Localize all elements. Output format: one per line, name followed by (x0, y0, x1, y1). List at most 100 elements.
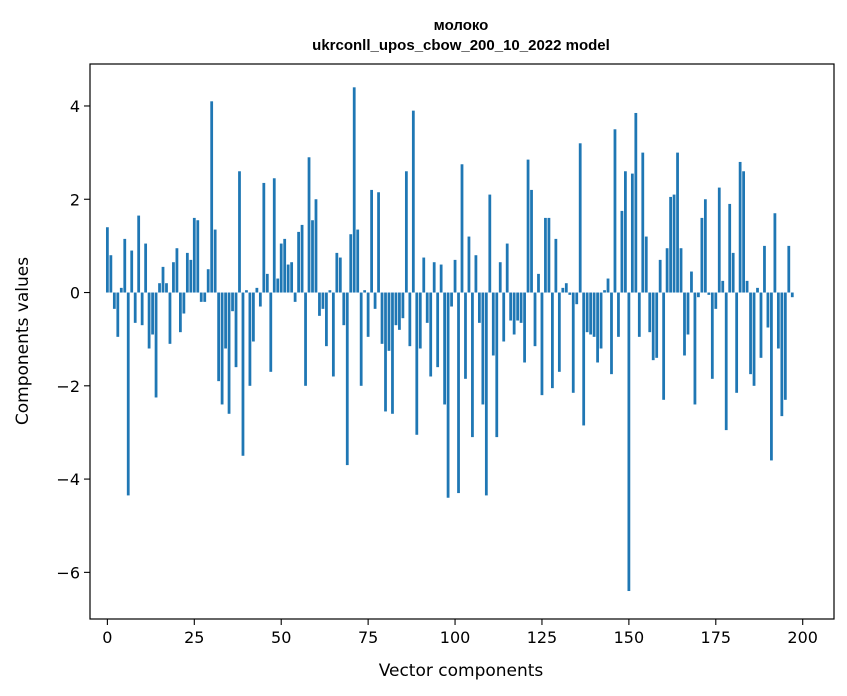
bar-90 (418, 292, 422, 349)
bar-26 (196, 220, 200, 293)
bar-101 (457, 292, 460, 494)
bar-104 (467, 236, 471, 293)
bar-17 (165, 283, 168, 293)
bar-121 (526, 159, 530, 293)
bar-126 (544, 217, 547, 293)
bar-79 (380, 292, 384, 344)
bar-193 (776, 292, 780, 349)
bar-156 (648, 292, 652, 333)
bar-87 (408, 292, 412, 347)
bar-6 (126, 292, 130, 496)
bar-102 (460, 164, 464, 293)
bar-4 (119, 287, 123, 293)
bar-141 (596, 292, 599, 363)
bar-21 (179, 292, 182, 333)
bar-71 (352, 87, 356, 293)
x-tick-label: 0 (102, 628, 112, 647)
bar-149 (624, 171, 627, 293)
bar-66 (335, 252, 339, 293)
chart-subtitle: ukrconll_upos_cbow_200_10_2022 model (312, 37, 610, 54)
bar-76 (370, 189, 373, 293)
bar-144 (606, 278, 610, 293)
bar-5 (123, 238, 127, 293)
bar-147 (617, 292, 620, 337)
bar-105 (471, 292, 474, 438)
x-tick-label: 150 (614, 628, 645, 647)
bar-127 (547, 217, 551, 293)
bar-12 (147, 292, 151, 349)
bar-103 (464, 292, 467, 379)
bar-170 (697, 292, 700, 298)
bar-70 (349, 234, 353, 293)
bar-23 (185, 252, 189, 293)
bar-91 (422, 257, 426, 293)
bar-157 (651, 292, 655, 361)
bar-174 (710, 292, 714, 379)
bar-59 (311, 220, 314, 293)
bar-136 (578, 143, 582, 293)
bar-98 (446, 292, 450, 498)
bar-140 (592, 292, 596, 337)
bar-78 (377, 192, 380, 293)
bar-169 (693, 292, 697, 405)
bar-96 (439, 264, 443, 293)
bar-49 (276, 278, 280, 293)
bar-53 (290, 262, 294, 293)
bar-67 (338, 257, 342, 293)
bar-64 (328, 290, 332, 293)
bar-100 (453, 259, 457, 293)
bar-40 (245, 290, 248, 293)
bar-117 (512, 292, 516, 335)
x-tick-label: 200 (787, 628, 818, 647)
bar-13 (151, 292, 154, 335)
bar-191 (770, 292, 773, 461)
bar-73 (359, 292, 363, 386)
bar-61 (318, 292, 321, 316)
bar-116 (509, 292, 513, 321)
bar-113 (498, 262, 502, 293)
bar-8 (133, 292, 137, 323)
bar-150 (627, 292, 631, 592)
bar-35 (227, 292, 231, 414)
bar-160 (662, 292, 666, 400)
bar-68 (342, 292, 346, 326)
bar-29 (206, 269, 210, 293)
bar-135 (575, 292, 579, 305)
bar-15 (158, 283, 161, 293)
bar-173 (707, 292, 711, 295)
bar-39 (241, 292, 245, 456)
bar-10 (140, 292, 144, 326)
bar-162 (669, 196, 672, 293)
bar-118 (516, 292, 520, 321)
bar-7 (130, 250, 134, 293)
y-tick-label: 4 (70, 97, 80, 116)
bar-159 (658, 259, 662, 293)
bar-60 (314, 199, 318, 293)
bar-186 (752, 292, 756, 386)
bar-195 (783, 292, 787, 400)
bar-50 (279, 243, 283, 293)
bar-75 (366, 292, 370, 337)
bar-0 (105, 227, 109, 293)
bar-77 (373, 292, 377, 309)
bar-151 (630, 173, 634, 293)
x-tick-label: 125 (527, 628, 558, 647)
y-axis-label: Components values (13, 257, 33, 425)
bar-180 (731, 252, 735, 293)
x-tick-label: 100 (440, 628, 471, 647)
bar-16 (161, 266, 165, 293)
bar-129 (554, 238, 558, 293)
bar-197 (790, 292, 794, 298)
x-tick-label: 25 (184, 628, 204, 647)
y-axis-ticks: −6 −4 −2 0 2 4 (56, 97, 90, 582)
bar-41 (248, 292, 252, 386)
bar-22 (182, 292, 186, 314)
bar-86 (404, 171, 408, 293)
x-axis-ticks: 0 25 50 75 100 125 150 175 200 (102, 619, 818, 647)
bar-192 (773, 213, 777, 293)
x-axis-label: Vector components (379, 661, 544, 681)
bar-181 (735, 292, 739, 393)
bar-89 (415, 292, 419, 435)
bar-134 (571, 292, 575, 393)
